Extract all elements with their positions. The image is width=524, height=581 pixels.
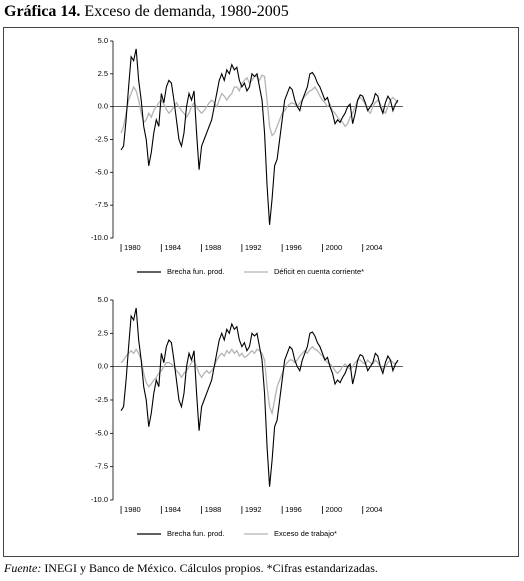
header: Gráfica 14. Exceso de demanda, 1980-2005 [4, 3, 289, 21]
source: Fuente: INEGI y Banco de México. Cálculo… [4, 561, 378, 576]
y-tick-label: 2.5 [98, 69, 108, 78]
x-tick-label: 1984 [164, 243, 181, 252]
legend-label: Brecha fun. prod. [167, 529, 225, 538]
x-tick-label: 1984 [164, 505, 181, 514]
title-label: Gráfica 14. [4, 3, 81, 20]
y-tick-label: -2.5 [95, 134, 108, 143]
x-tick-label: 1996 [285, 243, 302, 252]
legend-label: Exceso de trabajo* [274, 529, 337, 538]
y-tick-label: -10.0 [91, 495, 108, 504]
y-tick-label: -5.0 [95, 428, 108, 437]
y-tick-label: -7.5 [95, 462, 108, 471]
x-tick-label: 2004 [366, 505, 383, 514]
source-label: Fuente: [4, 561, 42, 575]
series-line [120, 48, 399, 225]
x-tick-label: 1988 [205, 505, 222, 514]
y-tick-label: -5.0 [95, 167, 108, 176]
y-tick-label: -10.0 [91, 233, 108, 242]
x-tick-label: 1980 [124, 243, 141, 252]
x-tick-label: 1988 [205, 243, 222, 252]
x-tick-label: 1996 [285, 505, 302, 514]
legend-label: Déficit en cuenta corriente* [274, 267, 364, 276]
x-tick-label: 2004 [366, 243, 383, 252]
y-tick-label: -7.5 [95, 200, 108, 209]
y-tick-label: 0.0 [98, 102, 108, 111]
x-tick-label: 1980 [124, 505, 141, 514]
series-line [120, 345, 399, 416]
x-tick-label: 1992 [245, 505, 262, 514]
y-tick-label: 5.0 [98, 36, 108, 45]
y-tick-label: 5.0 [98, 295, 108, 304]
frame [3, 27, 519, 557]
legend-label: Brecha fun. prod. [167, 267, 225, 276]
x-tick-label: 1992 [245, 243, 262, 252]
source-text: INEGI y Banco de México. Cálculos propio… [44, 561, 378, 575]
series-line [120, 307, 399, 487]
y-tick-label: 0.0 [98, 362, 108, 371]
y-tick-label: -2.5 [95, 395, 108, 404]
x-tick-label: 2000 [325, 243, 342, 252]
x-tick-label: 2000 [325, 505, 342, 514]
y-tick-label: 2.5 [98, 328, 108, 337]
title-text: Exceso de demanda, 1980-2005 [84, 3, 289, 20]
